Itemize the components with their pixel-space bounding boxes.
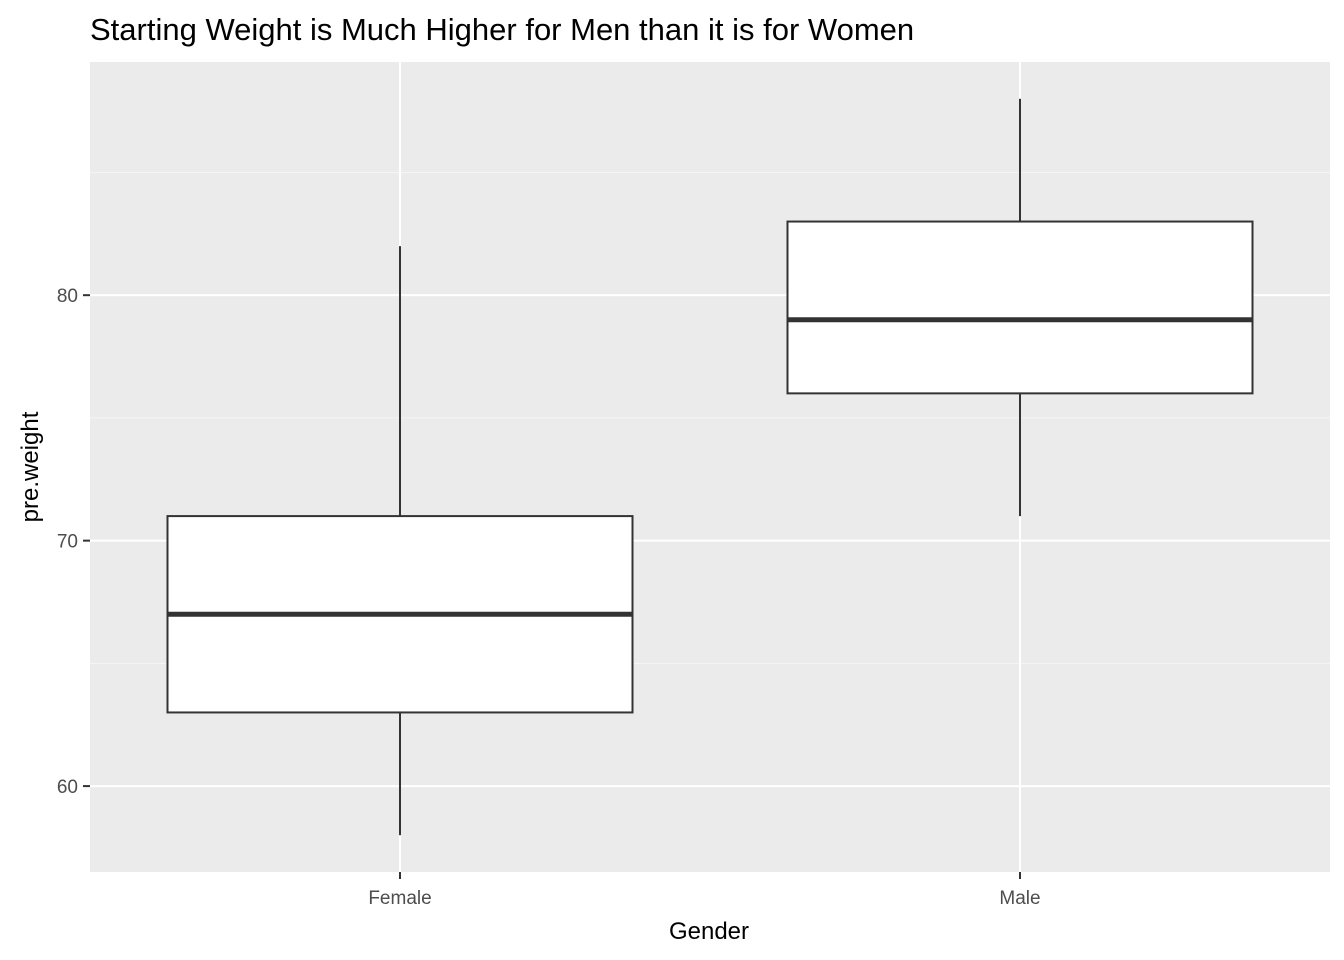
boxes [166,98,1254,836]
plot-panel [90,62,1330,872]
x-axis: Female Male [368,872,1041,909]
y-tick-label: 80 [57,286,78,307]
box-male [786,98,1254,517]
box-female [166,246,634,836]
x-tick-label: Male [999,888,1040,909]
y-tick-label: 70 [57,532,78,553]
chart-title: Starting Weight is Much Higher for Men t… [90,12,914,47]
interquartile-box [786,220,1254,395]
y-axis: 60 70 80 [57,286,90,798]
x-tick-label: Female [368,888,431,909]
y-tick-label: 60 [57,777,78,798]
y-axis-title: pre.weight [17,411,44,522]
x-axis-title: Gender [669,918,749,945]
